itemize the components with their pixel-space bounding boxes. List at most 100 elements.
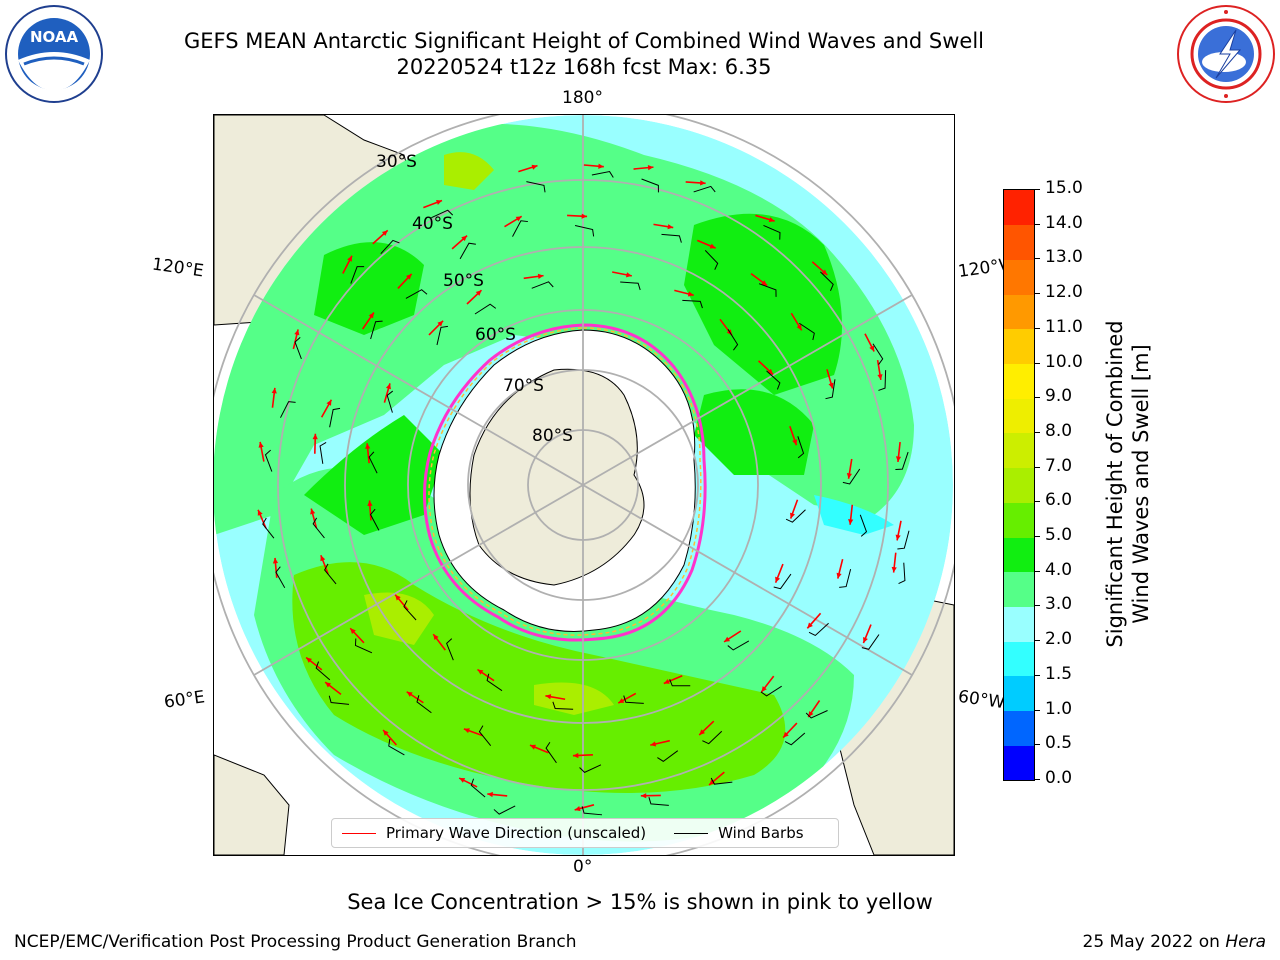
wave-arrow-head — [257, 509, 263, 516]
wind-barb — [648, 797, 669, 806]
colorbar-tick — [1034, 293, 1040, 295]
colorbar-tick — [1034, 709, 1040, 711]
wind-barb — [579, 764, 602, 773]
wave-arrow-head — [461, 235, 468, 242]
colorbar-segment — [1004, 294, 1034, 330]
wave-arrow-head — [699, 729, 705, 735]
colorbar-tick-label: 11.0 — [1045, 316, 1083, 337]
wind-barb — [354, 638, 373, 654]
wind-barb — [319, 442, 327, 464]
wave-arrow-head — [406, 273, 412, 280]
wind-barb — [552, 701, 574, 710]
wind-barbs — [262, 171, 910, 816]
colorbar-tick-label: 15.0 — [1045, 178, 1083, 198]
sea-ice-edge-outer — [423, 323, 707, 642]
legend-label-wind-barbs: Wind Barbs — [718, 824, 804, 842]
wave-arrow-head — [796, 324, 802, 331]
wave-arrow-head — [895, 534, 901, 541]
credit-text: NCEP/EMC/Verification Post Processing Pr… — [14, 932, 577, 952]
wind-barb — [727, 329, 739, 351]
wind-barb — [842, 468, 861, 485]
wave-arrow-head — [891, 566, 897, 573]
colorbar-segment — [1004, 675, 1034, 712]
colorbar-tick-label: 12.0 — [1045, 282, 1083, 303]
wind-barb — [474, 303, 497, 315]
wind-barb — [388, 739, 405, 756]
colorbar-tick-label: 8.0 — [1045, 420, 1073, 441]
wind-barb — [808, 622, 829, 637]
wave-arrow-head — [724, 636, 731, 642]
wind-barb — [486, 673, 503, 692]
wave-arrow-head — [895, 456, 902, 462]
legend-black-line — [674, 832, 709, 834]
wave-arrow-head — [531, 164, 538, 170]
wind-barb — [898, 562, 906, 585]
wind-barb — [280, 401, 296, 418]
wind-barb — [545, 741, 557, 764]
nws-logo — [1177, 5, 1275, 103]
colorbar-tick-label: 1.5 — [1045, 663, 1073, 684]
legend-item-wind-barbs: Wind Barbs — [664, 824, 804, 842]
wind-barb — [431, 209, 454, 219]
wave-arrow-head — [572, 752, 579, 759]
wave-arrow-head — [477, 669, 484, 675]
colorbar-segment — [1004, 224, 1034, 260]
wave-arrow-head — [877, 374, 883, 380]
colorbar-tick-label: 5.0 — [1045, 525, 1073, 546]
colorbar-tick — [1034, 466, 1040, 468]
wind-barb — [702, 730, 723, 745]
wind-barb — [436, 325, 448, 346]
wave-arrow-head — [258, 441, 264, 448]
wind-barb — [591, 171, 614, 178]
wind-barb — [416, 695, 432, 714]
wind-barb — [758, 283, 777, 297]
colorbar-tick-label: 9.0 — [1045, 386, 1073, 407]
wave-arrow-head — [515, 216, 522, 222]
wind-barb — [784, 732, 806, 746]
wind-barb — [895, 451, 909, 470]
lon-label-0: 0° — [573, 857, 593, 877]
colorbar-segment — [1004, 432, 1034, 469]
wind-barb — [825, 379, 836, 400]
wave-arrow-head — [325, 682, 332, 688]
wave-arrow-head — [475, 290, 482, 296]
colorbar-tick — [1034, 189, 1040, 190]
wind-barb — [773, 573, 792, 590]
colorbar-tick-label: 6.0 — [1045, 490, 1073, 511]
wind-barb — [275, 566, 286, 589]
wave-arrow-head — [529, 744, 536, 750]
colorbar-segment — [1004, 467, 1034, 503]
wind-barb — [294, 336, 302, 360]
wind-barb — [493, 805, 516, 815]
chart-subtitle: 20220524 t12z 168h fcst Max: 6.35 — [396, 55, 772, 79]
wave-arrow-head — [326, 399, 332, 406]
colorbar-tick — [1034, 640, 1040, 642]
lon-label-60e: 60°E — [162, 687, 207, 713]
wind-barb — [710, 777, 733, 785]
wave-arrow-head — [761, 686, 767, 692]
wave-arrow-head — [433, 634, 439, 641]
wind-barb — [799, 322, 815, 341]
colorbar-tick — [1034, 744, 1040, 746]
colorbar — [1003, 189, 1035, 781]
wave-arrow-head — [581, 213, 588, 219]
wind-barb — [641, 178, 659, 193]
wave-arrow-head — [381, 230, 388, 236]
wind-barb — [872, 343, 884, 365]
wind-barb — [370, 320, 383, 340]
colorbar-title: Significant Height of Combined Wind Wave… — [1102, 320, 1154, 647]
chart-title: GEFS MEAN Antarctic Significant Height o… — [183, 29, 985, 53]
lat-label-80s: 80°S — [532, 426, 573, 446]
colorbar-tick-label: 3.0 — [1045, 594, 1073, 615]
wind-barb — [763, 224, 781, 240]
wave-arrow-head — [365, 443, 371, 449]
wave-arrow-head — [574, 806, 581, 812]
wind-barb — [805, 710, 828, 719]
wind-barb — [262, 517, 275, 539]
wind-barb — [328, 695, 350, 705]
date-text: 25 May 2022 on Hera — [1083, 932, 1267, 952]
lat-label-50s: 50°S — [443, 271, 484, 291]
colorbar-tick — [1034, 362, 1040, 364]
colorbar-tick-label: 4.0 — [1045, 559, 1073, 580]
wave-arrow-head — [367, 500, 373, 507]
